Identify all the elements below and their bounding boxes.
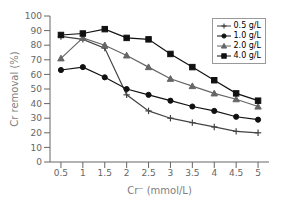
svg-text:100: 100 — [25, 11, 42, 21]
svg-text:4.5: 4.5 — [229, 168, 243, 178]
svg-text:0: 0 — [36, 157, 42, 167]
svg-text:20: 20 — [31, 128, 43, 138]
svg-text:10: 10 — [31, 143, 43, 153]
svg-text:30: 30 — [31, 113, 43, 123]
svg-text:1: 1 — [80, 168, 86, 178]
svg-text:60: 60 — [31, 70, 43, 80]
html-text:1.0 g/L: 1.0 g/L — [233, 31, 261, 40]
svg-text:Cr⁻ (mmol/L): Cr⁻ (mmol/L) — [127, 185, 192, 196]
svg-text:80: 80 — [31, 40, 43, 50]
svg-text:3.5: 3.5 — [185, 168, 199, 178]
svg-text:70: 70 — [31, 55, 43, 65]
html-text:4.0 g/L: 4.0 g/L — [233, 51, 261, 60]
svg-text:0.5: 0.5 — [54, 168, 68, 178]
html-text:2.0 g/L: 2.0 g/L — [233, 41, 261, 50]
svg-text:5: 5 — [255, 168, 261, 178]
html-text:0.5 g/L: 0.5 g/L — [233, 21, 261, 30]
svg-text:1.5: 1.5 — [98, 168, 112, 178]
svg-text:90: 90 — [31, 26, 43, 36]
svg-text:40: 40 — [31, 99, 43, 109]
svg-text:50: 50 — [31, 84, 43, 94]
svg-text:2: 2 — [124, 168, 130, 178]
svg-text:Cr removal (%): Cr removal (%) — [9, 51, 20, 127]
svg-text:4: 4 — [211, 168, 217, 178]
svg-text:3: 3 — [168, 168, 174, 178]
svg-text:2.5: 2.5 — [141, 168, 155, 178]
